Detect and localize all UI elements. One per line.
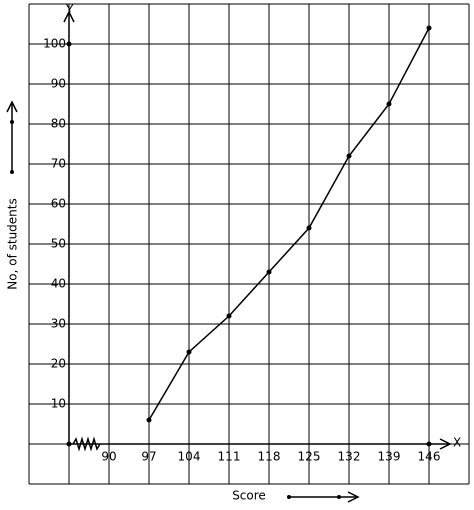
y-tick-label: 100 bbox=[43, 37, 66, 51]
line bbox=[148, 27, 430, 421]
x-tick-label: 146 bbox=[418, 450, 441, 464]
point bbox=[186, 349, 192, 355]
y-tick-label: 30 bbox=[51, 317, 66, 331]
y-tick-label: 40 bbox=[51, 277, 66, 291]
x-tick-label: 125 bbox=[298, 450, 321, 464]
point bbox=[146, 417, 152, 423]
point bbox=[266, 269, 272, 275]
y-tick-label: 20 bbox=[51, 357, 66, 371]
x-tick-label: 104 bbox=[178, 450, 201, 464]
y-axis-name: Y bbox=[65, 3, 74, 17]
x-axis-label: Score bbox=[232, 489, 266, 503]
point bbox=[386, 101, 392, 107]
point bbox=[346, 153, 352, 159]
decor-arrows bbox=[6, 100, 360, 503]
y-tick-label: 90 bbox=[51, 77, 66, 91]
axes bbox=[63, 10, 452, 452]
y-tick-label: 60 bbox=[51, 197, 66, 211]
y-tick-label: 80 bbox=[51, 117, 66, 131]
point bbox=[306, 225, 312, 231]
point bbox=[226, 313, 232, 319]
x-axis-name: X bbox=[453, 436, 461, 450]
y-tick-label: 50 bbox=[51, 237, 66, 251]
point bbox=[426, 25, 432, 31]
x-tick-label: 97 bbox=[141, 450, 156, 464]
y-axis-label: No, of students bbox=[6, 198, 20, 289]
x-tick-label: 132 bbox=[338, 450, 361, 464]
x-tick-label: 118 bbox=[258, 450, 281, 464]
x-tick-label: 139 bbox=[378, 450, 401, 464]
y-tick-label: 70 bbox=[51, 157, 66, 171]
x-tick-label: 111 bbox=[218, 450, 241, 464]
x-tick-label: 90 bbox=[101, 450, 116, 464]
y-tick-label: 10 bbox=[51, 397, 66, 411]
